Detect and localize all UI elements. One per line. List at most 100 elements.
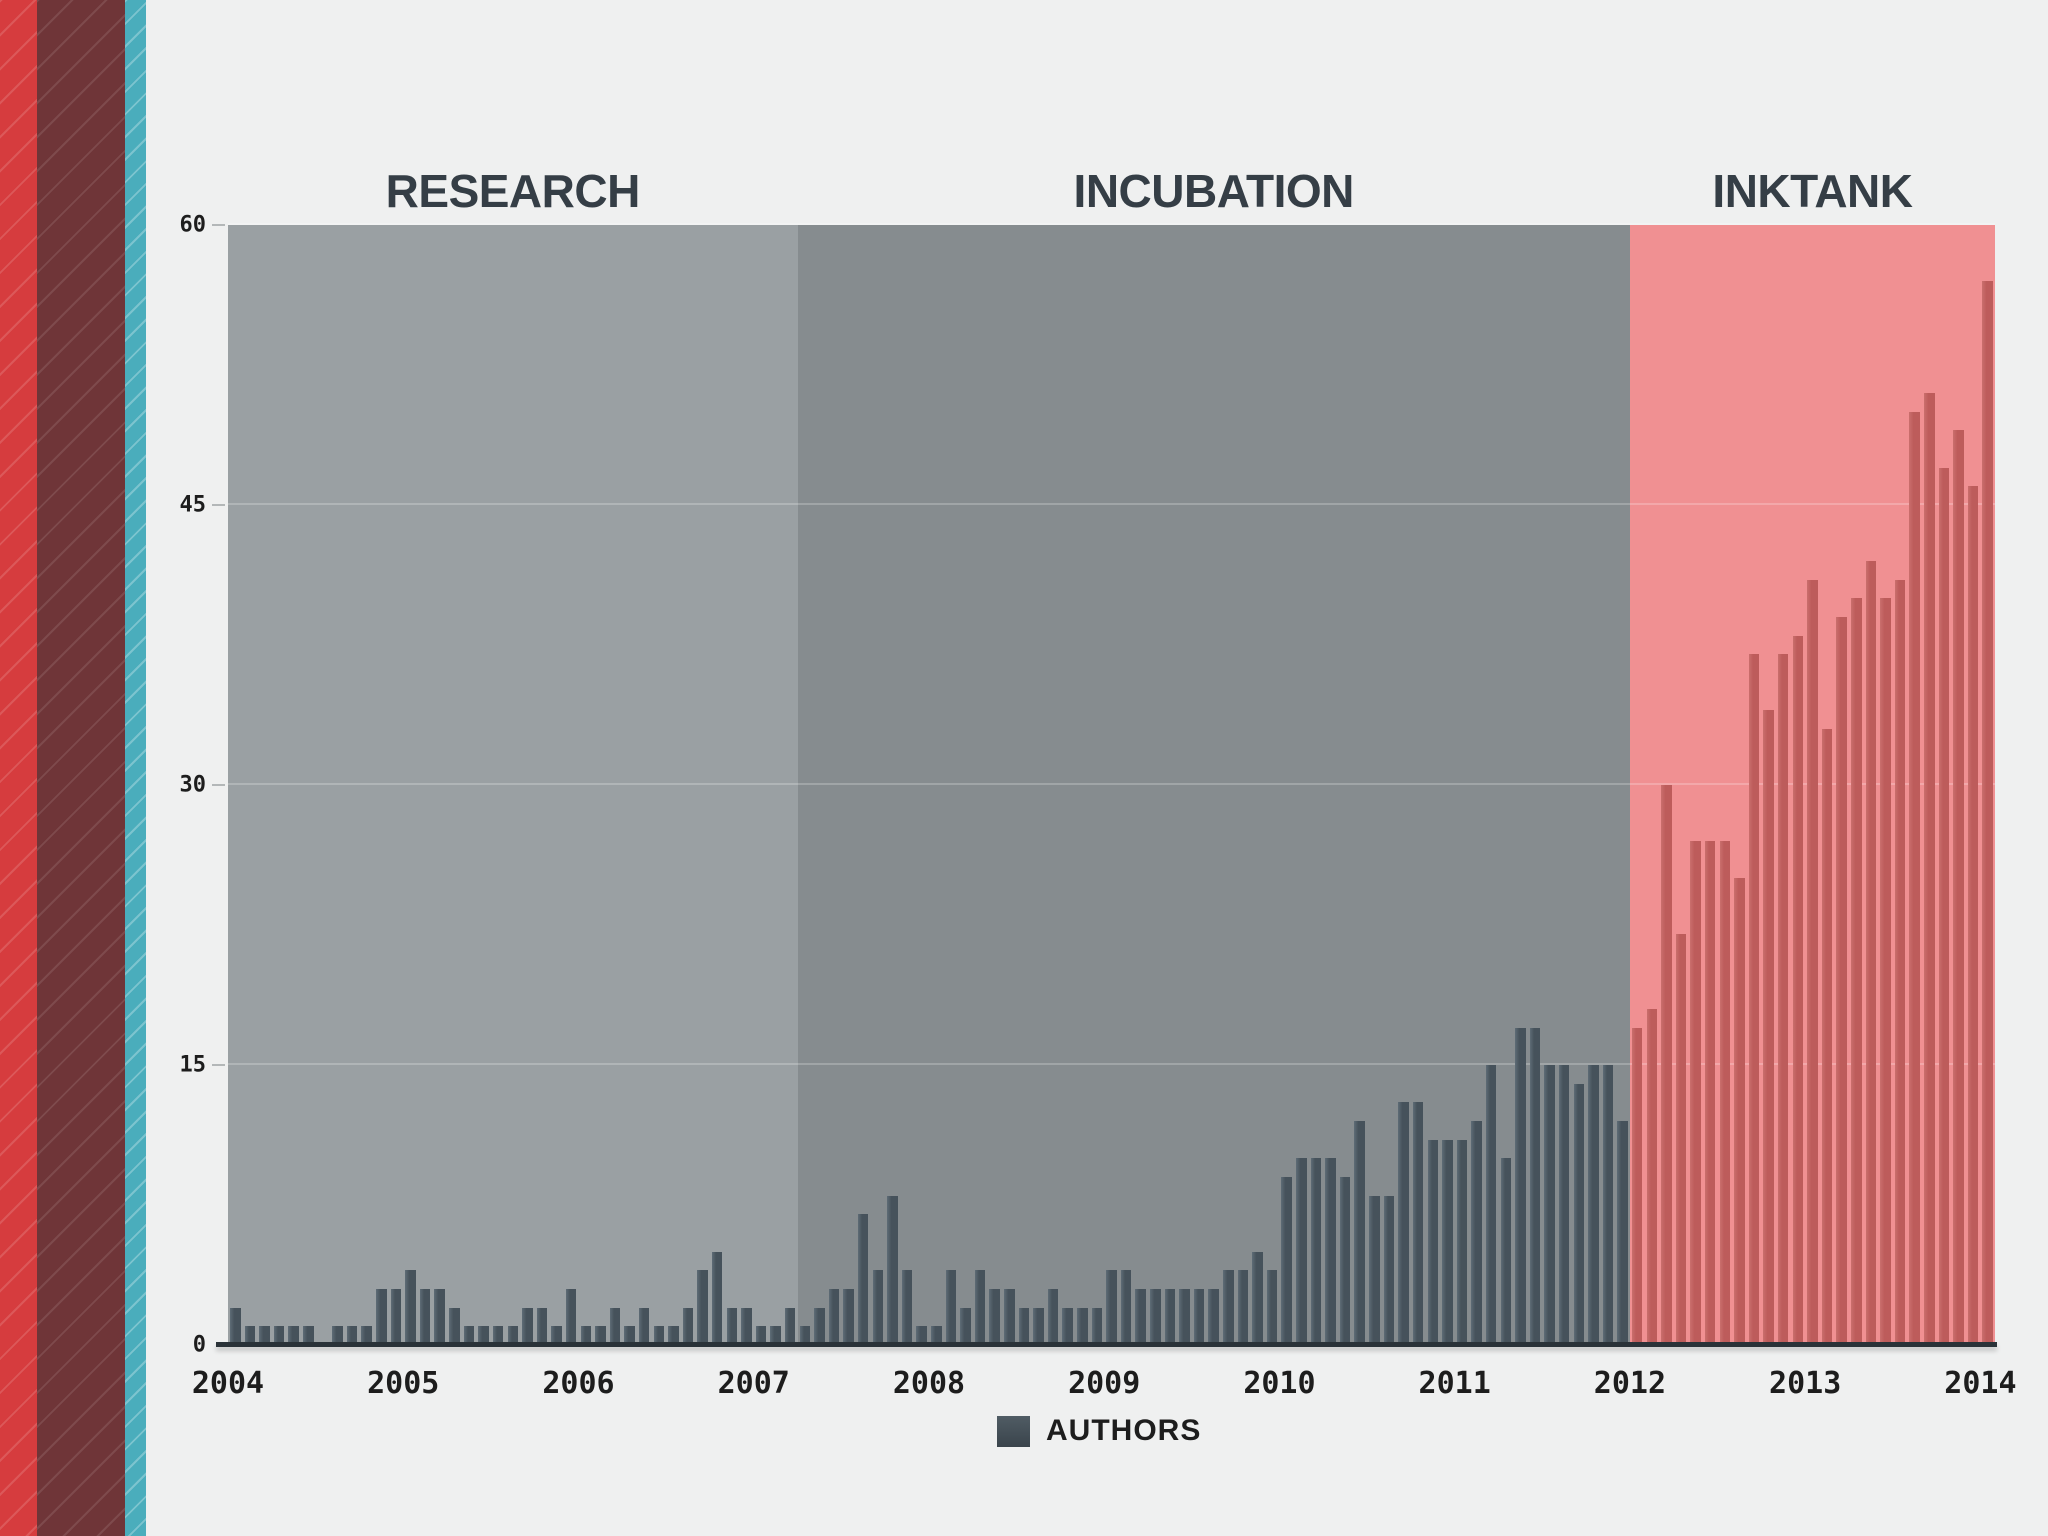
bar-month-51: [974, 1270, 986, 1345]
bar-month-30: [668, 1326, 679, 1345]
phase-title-research: RESEARCH: [385, 165, 641, 217]
x-tick-label-2007: 2007: [717, 1366, 790, 1401]
bar-month-60: [1106, 1270, 1117, 1345]
bar-month-55: [1033, 1307, 1044, 1345]
bar-month-57: [1062, 1307, 1073, 1345]
bar-month-14: [434, 1289, 445, 1345]
bar-month-92: [1573, 1083, 1585, 1345]
bar-month-34: [726, 1307, 738, 1345]
bar-month-18: [492, 1326, 504, 1345]
bar-month-54: [1018, 1307, 1030, 1345]
y-tick-mark-60: [212, 224, 225, 226]
bar-month-25: [595, 1326, 606, 1345]
bar-month-73: [1296, 1158, 1307, 1345]
y-tick-mark-45: [212, 504, 225, 506]
bar-month-11: [390, 1289, 402, 1345]
bar-month-8: [346, 1326, 358, 1345]
bar-month-47: [916, 1326, 927, 1345]
x-tick-label-2004: 2004: [191, 1366, 265, 1401]
red-band: [0, 0, 37, 1536]
bar-month-107: [1792, 635, 1804, 1345]
bar-month-22: [551, 1326, 562, 1345]
bar-month-83: [1442, 1139, 1453, 1345]
gridline-30: [228, 783, 1995, 785]
bar-month-113: [1880, 598, 1891, 1345]
x-tick-label-2012: 2012: [1593, 1366, 1667, 1401]
bar-month-101: [1704, 841, 1716, 1345]
bar-month-37: [770, 1326, 781, 1345]
bar-month-39: [799, 1326, 811, 1345]
bar-month-17: [478, 1326, 489, 1345]
bar-month-104: [1748, 654, 1760, 1345]
bar-month-70: [1252, 1251, 1263, 1345]
bar-month-13: [419, 1289, 431, 1345]
y-tick-label-30: 30: [179, 772, 207, 798]
maroon-band: [37, 0, 125, 1536]
x-tick-label-2011: 2011: [1418, 1366, 1491, 1401]
bar-month-43: [857, 1214, 869, 1345]
bar-month-15: [449, 1307, 460, 1345]
bar-month-62: [1135, 1289, 1146, 1345]
bar-month-82: [1427, 1139, 1438, 1345]
bar-month-84: [1456, 1139, 1468, 1345]
bar-month-88: [1515, 1027, 1526, 1345]
bar-month-71: [1266, 1270, 1278, 1345]
bar-month-109: [1821, 729, 1833, 1345]
bar-month-56: [1047, 1289, 1059, 1345]
bar-month-77: [1354, 1121, 1365, 1345]
bar-month-75: [1325, 1158, 1336, 1345]
bar-month-44: [872, 1270, 884, 1345]
bar-month-68: [1223, 1270, 1234, 1345]
x-axis-line: [216, 1342, 1997, 1347]
bar-month-67: [1208, 1289, 1219, 1345]
bar-month-64: [1164, 1289, 1176, 1345]
bar-month-91: [1558, 1065, 1570, 1345]
bar-month-98: [1661, 785, 1672, 1345]
bar-month-76: [1339, 1177, 1351, 1345]
bar-month-27: [624, 1326, 635, 1345]
bar-month-116: [1924, 393, 1935, 1345]
bar-month-69: [1237, 1270, 1249, 1345]
x-tick-label-2010: 2010: [1243, 1366, 1316, 1401]
bar-month-120: [1982, 281, 1993, 1345]
bar-month-89: [1529, 1027, 1541, 1345]
bar-month-78: [1369, 1195, 1380, 1345]
bar-month-38: [784, 1307, 796, 1345]
bar-month-0: [230, 1307, 241, 1345]
x-tick-label-2009: 2009: [1068, 1366, 1141, 1401]
bar-month-66: [1193, 1289, 1205, 1345]
bar-month-52: [989, 1289, 1000, 1345]
bar-month-48: [931, 1326, 942, 1345]
gridline-45: [228, 503, 1995, 505]
bar-month-80: [1398, 1102, 1409, 1345]
teal-band: [125, 0, 146, 1536]
x-tick-label-2013: 2013: [1769, 1366, 1842, 1401]
x-tick-label-2006: 2006: [542, 1366, 615, 1401]
x-tick-label-2005: 2005: [367, 1366, 440, 1401]
legend-label: AUTHORS: [1046, 1414, 1202, 1447]
bar-month-42: [843, 1289, 854, 1345]
bar-month-102: [1719, 841, 1731, 1345]
legend-swatch-authors: [997, 1415, 1030, 1447]
bar-month-93: [1588, 1065, 1599, 1345]
bar-month-61: [1120, 1270, 1132, 1345]
bar-month-10: [376, 1289, 387, 1345]
bar-month-3: [273, 1326, 285, 1345]
phase-title-incubation: INCUBATION: [1073, 165, 1355, 217]
bar-month-81: [1412, 1102, 1424, 1345]
bar-month-32: [697, 1270, 708, 1345]
bar-month-21: [536, 1307, 548, 1345]
bar-month-12: [405, 1270, 416, 1345]
bar-month-79: [1383, 1195, 1395, 1345]
bar-month-106: [1777, 654, 1789, 1345]
bar-month-95: [1617, 1121, 1628, 1345]
bar-month-45: [887, 1195, 898, 1345]
x-tick-label-2014: 2014: [1944, 1366, 2017, 1401]
bar-month-53: [1004, 1289, 1015, 1345]
bar-month-20: [522, 1307, 533, 1345]
y-tick-label-45: 45: [179, 492, 207, 518]
bar-month-112: [1865, 561, 1877, 1345]
bar-month-50: [960, 1307, 971, 1345]
bar-month-29: [653, 1326, 665, 1345]
bar-month-96: [1631, 1027, 1643, 1345]
